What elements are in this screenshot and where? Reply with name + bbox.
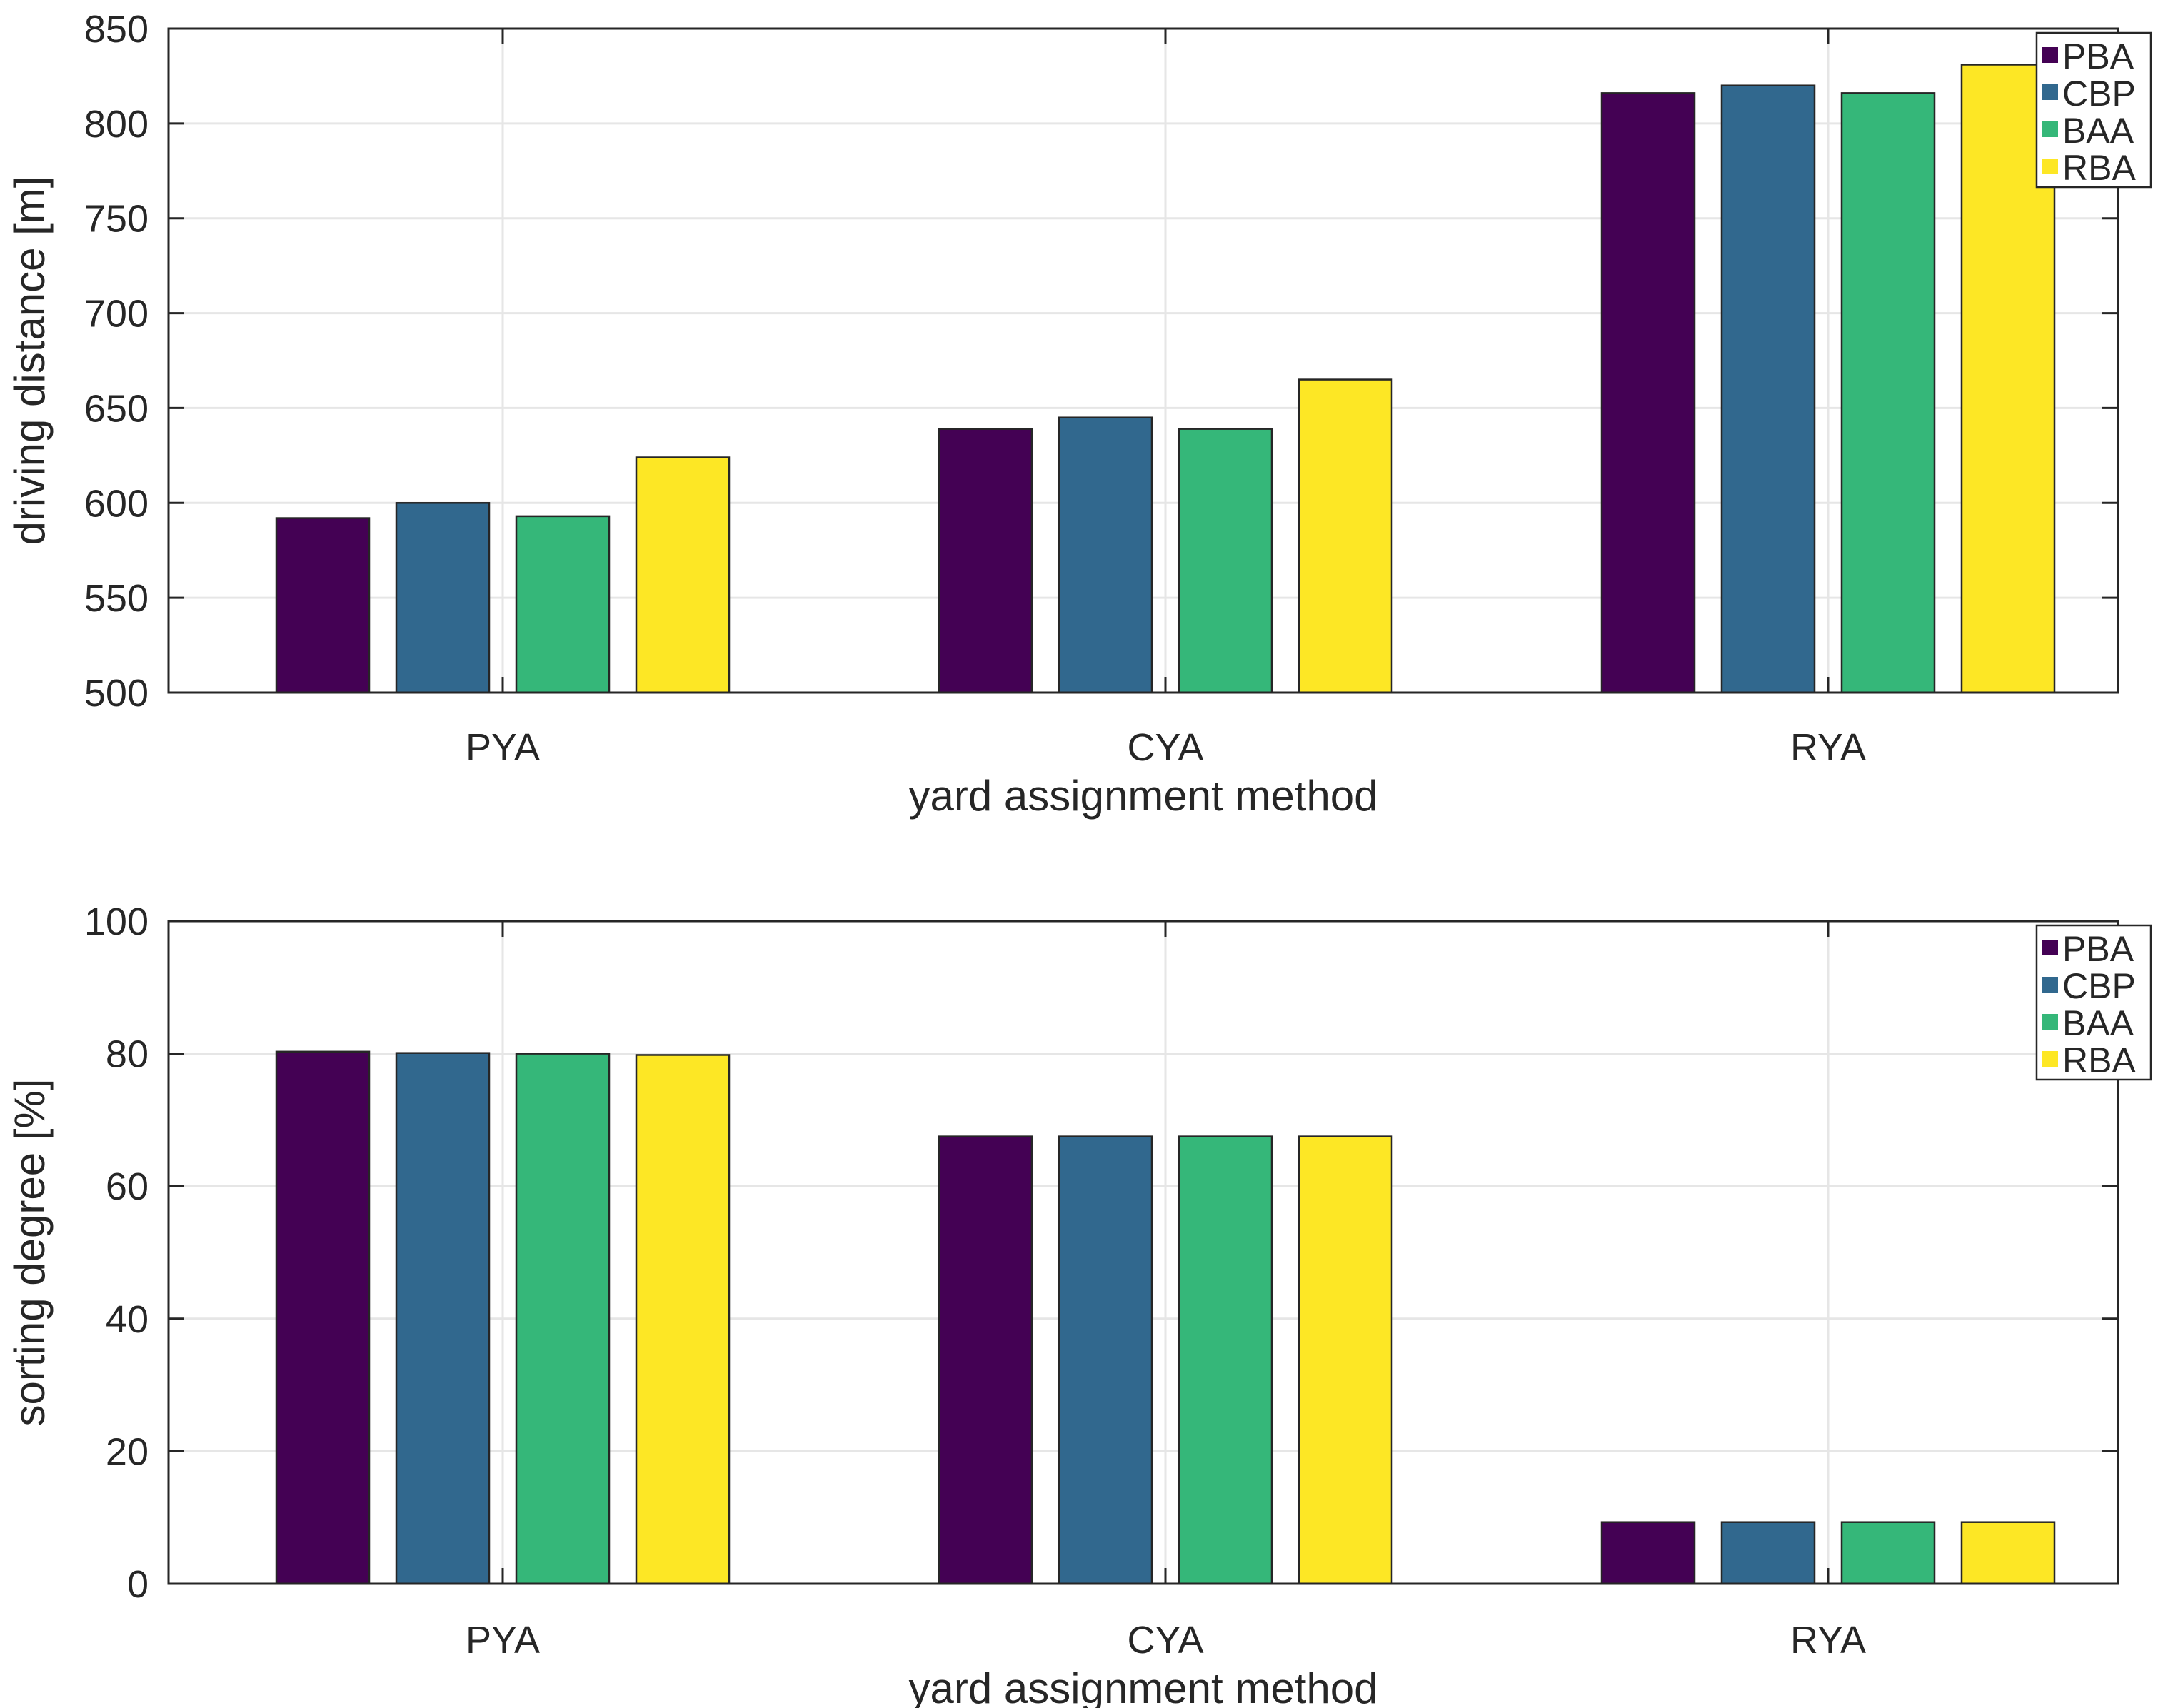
bar-rba-cya (1298, 1135, 1393, 1585)
driving-distance-chart: 500 550 600 650 700 750 800 850 PYA CYA RYA yard as… (6, 8, 2152, 820)
legend-swatch-rba (2042, 1051, 2058, 1067)
axes-box (167, 27, 2119, 694)
bar-pba-cya (938, 1135, 1033, 1585)
x-tick-label: PYA (466, 1619, 540, 1662)
y-tick-label: 80 (106, 1033, 149, 1076)
y-tick-label: 700 (84, 293, 149, 336)
legend-label-rba: RBA (2062, 148, 2136, 188)
y-tick-label: 650 (84, 387, 149, 430)
bar-cbp-pya (395, 502, 491, 694)
bar-rba-pya (635, 456, 731, 694)
bar-cbp-rya (1720, 84, 1816, 694)
legend-swatch-cbp (2042, 84, 2058, 100)
y-axis-label: sorting degree [%] (6, 1079, 54, 1427)
x-axis-label: yard assignment method (908, 772, 1377, 820)
legend-label-pba: PBA (2062, 929, 2134, 969)
y-tick-label: 100 (84, 900, 149, 943)
x-tick-label: CYA (1127, 1619, 1203, 1662)
legend-swatch-rba (2042, 159, 2058, 174)
y-tick-label: 0 (127, 1563, 149, 1606)
bar-cbp-cya (1058, 1135, 1153, 1585)
bar-pba-rya (1600, 92, 1696, 694)
y-tick-label: 40 (106, 1298, 149, 1341)
legend-label-baa: BAA (2062, 1003, 2134, 1043)
y-tick-label: 550 (84, 577, 149, 620)
y-tick-label: 850 (84, 8, 149, 51)
bar-baa-pya (515, 1053, 611, 1585)
legend-label-baa: BAA (2062, 111, 2134, 151)
bar-baa-pya (515, 515, 611, 694)
y-tick-label: 600 (84, 482, 149, 525)
legend-label-cbp: CBP (2062, 966, 2136, 1006)
y-tick-label: 800 (84, 103, 149, 146)
bar-pba-pya (275, 1050, 371, 1585)
bar-baa-rya (1840, 92, 1936, 694)
bar-rba-rya (1960, 1521, 2056, 1585)
y-tick-label: 60 (106, 1165, 149, 1208)
bar-cbp-pya (395, 1052, 491, 1585)
bar-cbp-cya (1058, 416, 1153, 694)
legend-swatch-pba (2042, 47, 2058, 63)
sorting-degree-chart: 0 20 40 60 80 100 PYA CYA RYA yard assignment met… (6, 900, 2152, 1708)
x-tick-label: CYA (1127, 726, 1203, 769)
x-axis-label: yard assignment method (908, 1664, 1377, 1708)
bar-pba-rya (1600, 1521, 1696, 1585)
y-tick-label: 20 (106, 1430, 149, 1473)
y-tick-label: 750 (84, 198, 149, 241)
bar-baa-cya (1178, 1135, 1273, 1585)
legend-label-rba: RBA (2062, 1040, 2136, 1080)
axes-box (167, 920, 2119, 1585)
x-tick-label: RYA (1790, 1619, 1866, 1662)
bar-pba-pya (275, 517, 371, 694)
bar-rba-cya (1298, 378, 1393, 694)
legend-swatch-cbp (2042, 977, 2058, 993)
bar-baa-cya (1178, 428, 1273, 694)
x-tick-label: RYA (1790, 726, 1866, 769)
bar-pba-cya (938, 428, 1033, 694)
legend-swatch-pba (2042, 940, 2058, 955)
bar-cbp-rya (1720, 1521, 1816, 1585)
legend-label-cbp: CBP (2062, 74, 2136, 114)
bar-rba-pya (635, 1054, 731, 1585)
legend-swatch-baa (2042, 1014, 2058, 1030)
legend-label-pba: PBA (2062, 36, 2134, 76)
legend-swatch-baa (2042, 121, 2058, 137)
x-tick-label: PYA (466, 726, 540, 769)
y-axis-label: driving distance [m] (6, 176, 54, 546)
bar-baa-rya (1840, 1521, 1936, 1585)
y-tick-label: 500 (84, 672, 149, 715)
